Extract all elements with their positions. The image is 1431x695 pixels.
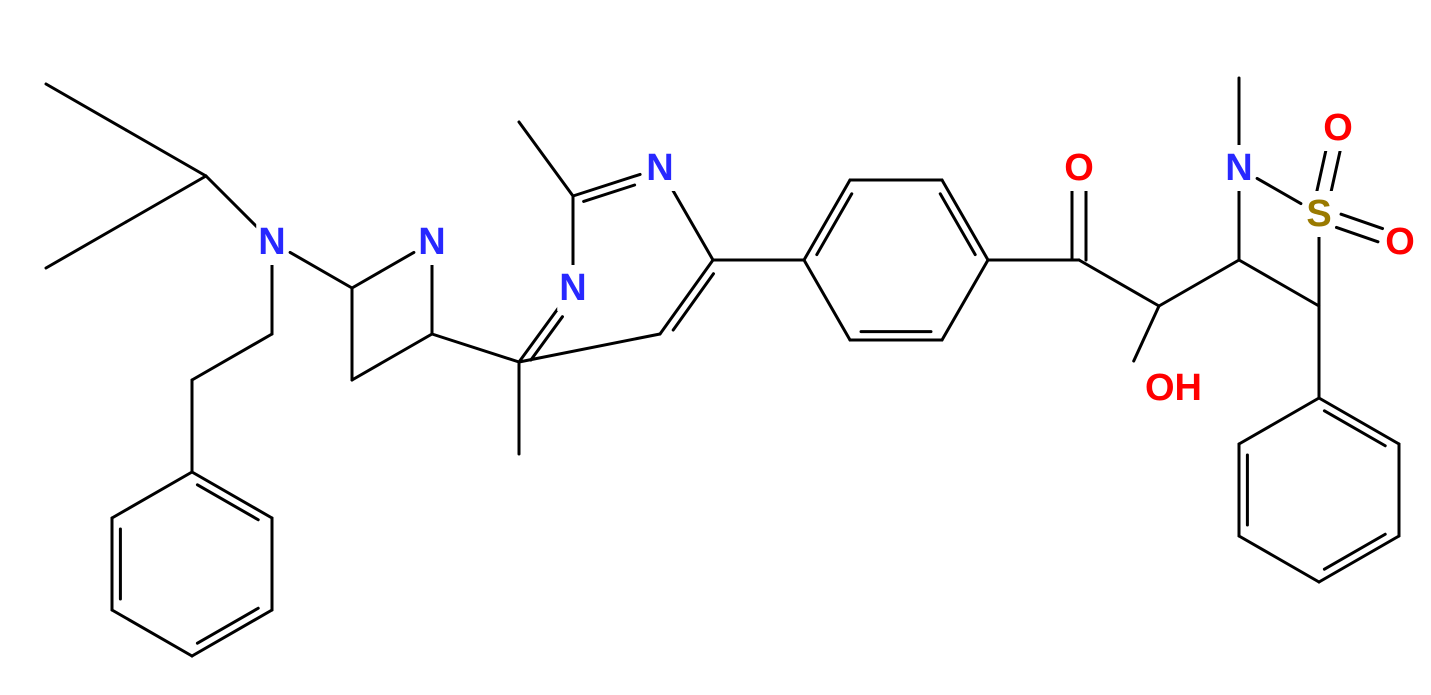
n-atom-label: N xyxy=(418,221,445,263)
o-atom-label: OH xyxy=(1145,367,1202,409)
n-atom-label: N xyxy=(258,221,285,263)
n-atom-label: N xyxy=(1225,147,1252,189)
molecule-diagram: N N N N O OH N S O O xyxy=(0,0,1431,695)
o-atom-label: O xyxy=(1385,221,1415,263)
o-atom-label: O xyxy=(1323,107,1353,149)
o-atom-label: O xyxy=(1064,147,1094,189)
s-atom-label: S xyxy=(1306,193,1331,235)
n-atom-label: N xyxy=(559,267,586,309)
n-atom-label: N xyxy=(646,147,673,189)
